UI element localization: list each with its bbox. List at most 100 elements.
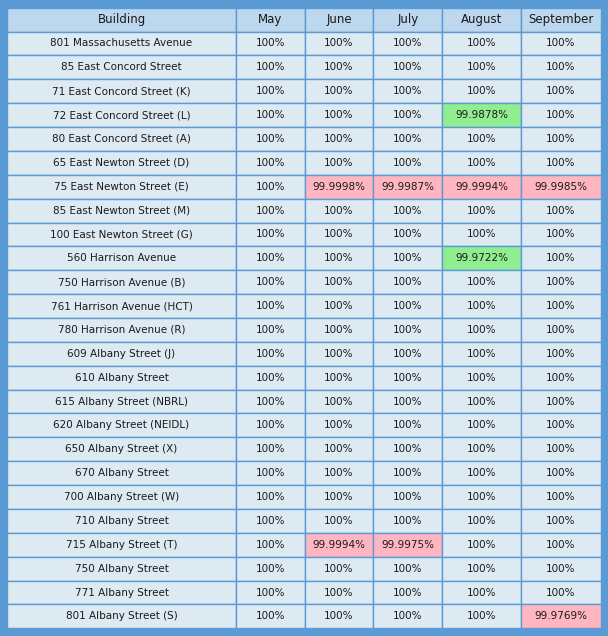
Bar <box>236 556 305 581</box>
Text: 801 Massachusetts Avenue: 801 Massachusetts Avenue <box>50 38 193 48</box>
Bar <box>236 485 305 509</box>
Bar <box>442 413 520 438</box>
Bar <box>520 198 601 223</box>
Bar <box>236 270 305 294</box>
Text: 100%: 100% <box>324 62 354 73</box>
Text: 100%: 100% <box>393 253 423 263</box>
Bar <box>236 604 305 628</box>
Text: 100%: 100% <box>324 86 354 96</box>
Bar <box>305 175 373 198</box>
Text: 100%: 100% <box>467 230 496 239</box>
Text: July: July <box>397 13 418 26</box>
Bar <box>442 461 520 485</box>
Text: 100%: 100% <box>546 516 575 526</box>
Text: 85 East Newton Street (M): 85 East Newton Street (M) <box>53 205 190 216</box>
Bar <box>236 413 305 438</box>
Text: 100%: 100% <box>324 397 354 406</box>
Bar <box>305 342 373 366</box>
Text: 100%: 100% <box>324 516 354 526</box>
Text: 100%: 100% <box>467 420 496 431</box>
Text: 100%: 100% <box>255 301 285 311</box>
Text: 100%: 100% <box>393 611 423 621</box>
Text: 100%: 100% <box>255 420 285 431</box>
Bar <box>305 270 373 294</box>
Text: 80 East Concord Street (A): 80 East Concord Street (A) <box>52 134 191 144</box>
Text: 100%: 100% <box>324 277 354 287</box>
Text: September: September <box>528 13 593 26</box>
Bar <box>7 32 236 55</box>
Text: 100%: 100% <box>255 205 285 216</box>
Bar <box>520 103 601 127</box>
Text: 100%: 100% <box>393 349 423 359</box>
Text: 100%: 100% <box>467 86 496 96</box>
Text: 100%: 100% <box>467 516 496 526</box>
Text: 100%: 100% <box>546 540 575 550</box>
Text: 100%: 100% <box>255 373 285 383</box>
Bar <box>236 103 305 127</box>
Text: 100%: 100% <box>324 588 354 598</box>
Bar <box>520 581 601 604</box>
Bar <box>442 198 520 223</box>
Bar <box>305 533 373 556</box>
Bar <box>236 127 305 151</box>
Bar <box>442 80 520 103</box>
Bar <box>373 80 442 103</box>
Text: 100%: 100% <box>546 205 575 216</box>
Text: 780 Harrison Avenue (R): 780 Harrison Avenue (R) <box>58 325 185 335</box>
Text: 610 Albany Street: 610 Albany Street <box>75 373 168 383</box>
Text: 100%: 100% <box>255 325 285 335</box>
Bar <box>305 438 373 461</box>
Text: 100%: 100% <box>255 540 285 550</box>
Bar <box>520 485 601 509</box>
Text: 650 Albany Street (X): 650 Albany Street (X) <box>66 445 178 454</box>
Bar <box>305 461 373 485</box>
Text: 620 Albany Street (NEIDL): 620 Albany Street (NEIDL) <box>54 420 190 431</box>
Text: June: June <box>326 13 352 26</box>
Bar <box>7 533 236 556</box>
Bar <box>236 461 305 485</box>
Bar <box>442 55 520 80</box>
Bar <box>373 533 442 556</box>
Text: 700 Albany Street (W): 700 Albany Street (W) <box>64 492 179 502</box>
Text: 100%: 100% <box>393 38 423 48</box>
Text: 100%: 100% <box>393 516 423 526</box>
Text: 100%: 100% <box>467 540 496 550</box>
Text: 100%: 100% <box>255 397 285 406</box>
Bar <box>373 318 442 342</box>
Text: 100%: 100% <box>255 468 285 478</box>
Text: 670 Albany Street: 670 Albany Street <box>75 468 168 478</box>
Bar <box>373 294 442 318</box>
Text: 100%: 100% <box>255 492 285 502</box>
Text: 100%: 100% <box>546 373 575 383</box>
Text: 99.9998%: 99.9998% <box>313 182 365 191</box>
Bar <box>373 198 442 223</box>
Text: 99.9994%: 99.9994% <box>455 182 508 191</box>
Text: 100%: 100% <box>467 468 496 478</box>
Bar <box>520 8 601 32</box>
Text: 99.9985%: 99.9985% <box>534 182 587 191</box>
Bar <box>373 127 442 151</box>
Text: 100%: 100% <box>546 301 575 311</box>
Bar <box>442 8 520 32</box>
Bar <box>305 103 373 127</box>
Bar <box>236 175 305 198</box>
Text: 100%: 100% <box>546 62 575 73</box>
Bar <box>236 533 305 556</box>
Bar <box>520 509 601 533</box>
Text: 100%: 100% <box>393 134 423 144</box>
Bar <box>7 413 236 438</box>
Bar <box>373 485 442 509</box>
Bar <box>7 318 236 342</box>
Bar <box>520 533 601 556</box>
Bar <box>520 556 601 581</box>
Bar <box>236 223 305 246</box>
Text: 100%: 100% <box>255 38 285 48</box>
Text: 100%: 100% <box>467 611 496 621</box>
Text: 100%: 100% <box>324 420 354 431</box>
Bar <box>520 604 601 628</box>
Bar <box>442 127 520 151</box>
Bar <box>305 127 373 151</box>
Text: 99.9769%: 99.9769% <box>534 611 587 621</box>
Bar <box>236 80 305 103</box>
Bar <box>7 103 236 127</box>
